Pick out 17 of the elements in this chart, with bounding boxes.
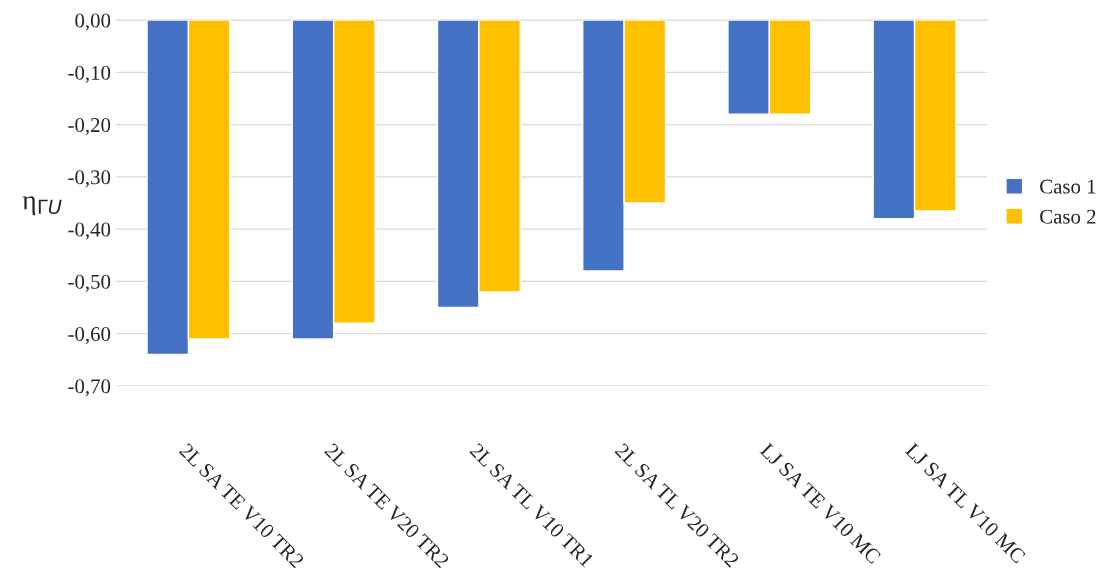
x-tick-label: 2L SA TL V10 TR1 xyxy=(469,442,595,568)
x-tick-label: 2L SA TE V10 TR2 xyxy=(178,442,305,569)
x-tick-label: 2L SA TE V20 TR2 xyxy=(323,442,450,569)
y-tick-label: -0,50 xyxy=(68,274,111,292)
y-tick-label: -0,20 xyxy=(68,118,111,136)
y-tick-label: -0,60 xyxy=(68,327,111,345)
legend-label: Caso 2 xyxy=(1040,209,1096,224)
y-tick-label: -0,40 xyxy=(68,222,111,240)
x-tick-label: LJ SA TE V10 MC xyxy=(759,442,882,565)
y-tick-label: -0,10 xyxy=(68,65,111,83)
x-tick-label: 2L SA TL V20 TR2 xyxy=(614,442,740,568)
y-tick-label: 0,00 xyxy=(75,13,111,31)
y-axis-title: η$_{ΓU}$ xyxy=(22,196,62,216)
x-tick-label: LJ SA TL V10 MC xyxy=(904,442,1027,564)
y-tick-label: -0,70 xyxy=(68,379,111,397)
y-tick-label: -0,30 xyxy=(68,170,111,188)
legend-label: Caso 1 xyxy=(1040,179,1096,194)
